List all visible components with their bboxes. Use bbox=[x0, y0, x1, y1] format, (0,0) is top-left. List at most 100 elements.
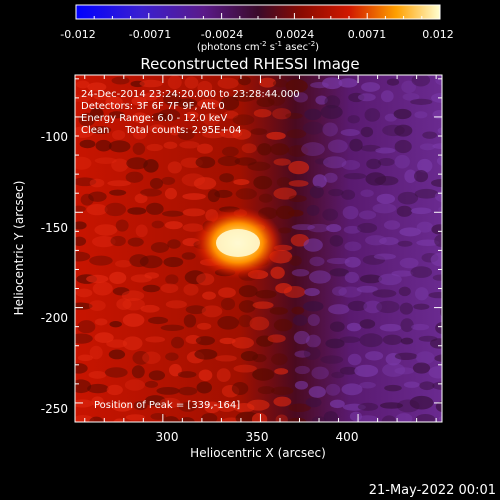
image-texture bbox=[150, 242, 169, 253]
image-texture bbox=[356, 415, 380, 422]
image-texture bbox=[95, 139, 112, 152]
y-axis-label: Heliocentric Y (arcsec) bbox=[12, 181, 26, 316]
image-texture bbox=[347, 115, 360, 124]
image-texture bbox=[275, 205, 295, 220]
image-texture bbox=[139, 255, 163, 269]
image-texture bbox=[232, 91, 257, 102]
image-texture bbox=[373, 253, 396, 260]
image-texture bbox=[404, 169, 417, 183]
image-texture bbox=[253, 175, 273, 190]
image-texture bbox=[184, 76, 199, 89]
image-texture bbox=[322, 77, 343, 90]
image-texture bbox=[325, 383, 341, 396]
image-texture bbox=[293, 92, 308, 103]
image-texture bbox=[338, 286, 362, 298]
image-texture bbox=[89, 178, 105, 188]
image-texture bbox=[358, 210, 377, 220]
image-texture bbox=[272, 79, 289, 88]
image-texture bbox=[294, 380, 309, 390]
image-texture bbox=[232, 114, 255, 126]
image-texture bbox=[291, 268, 310, 277]
image-texture bbox=[113, 418, 126, 422]
image-texture bbox=[357, 222, 378, 233]
image-texture bbox=[342, 403, 366, 411]
image-texture bbox=[416, 239, 440, 247]
image-texture bbox=[75, 236, 87, 246]
image-texture bbox=[357, 93, 376, 102]
colorbar-tick-label: -0.0024 bbox=[201, 28, 243, 41]
image-texture bbox=[132, 142, 146, 155]
image-texture bbox=[410, 266, 433, 278]
image-texture bbox=[294, 350, 311, 358]
image-texture bbox=[255, 289, 277, 299]
image-texture bbox=[88, 191, 107, 202]
image-texture bbox=[428, 291, 442, 299]
image-texture bbox=[308, 386, 326, 398]
image-texture bbox=[397, 240, 413, 247]
image-texture bbox=[271, 353, 288, 366]
image-texture bbox=[92, 281, 113, 296]
image-texture bbox=[429, 338, 442, 349]
image-texture bbox=[143, 159, 159, 173]
image-texture bbox=[204, 401, 221, 414]
image-texture bbox=[202, 291, 216, 300]
image-texture bbox=[231, 381, 249, 395]
image-texture bbox=[307, 223, 330, 233]
image-texture bbox=[112, 401, 133, 412]
image-texture bbox=[343, 172, 367, 180]
image-texture bbox=[167, 239, 181, 249]
image-texture bbox=[289, 255, 302, 266]
y-tick-label: -250 bbox=[41, 402, 68, 416]
image-texture bbox=[121, 290, 145, 301]
image-texture bbox=[386, 78, 400, 86]
image-texture bbox=[165, 300, 187, 309]
image-texture bbox=[160, 283, 179, 294]
image-texture bbox=[162, 210, 184, 217]
image-texture bbox=[435, 400, 442, 413]
image-texture bbox=[104, 367, 128, 378]
image-texture bbox=[162, 416, 180, 422]
image-texture bbox=[322, 208, 339, 221]
image-texture bbox=[393, 108, 412, 120]
image-texture bbox=[178, 402, 197, 412]
image-texture bbox=[124, 379, 145, 391]
image-texture bbox=[197, 99, 220, 109]
image-texture bbox=[185, 111, 199, 119]
image-texture bbox=[286, 129, 307, 139]
image-texture bbox=[415, 287, 429, 301]
image-texture bbox=[287, 417, 307, 422]
image-texture bbox=[365, 351, 384, 361]
image-texture bbox=[344, 241, 362, 252]
image-texture bbox=[221, 146, 239, 157]
image-texture bbox=[219, 337, 236, 345]
image-texture bbox=[146, 202, 164, 215]
image-texture bbox=[125, 414, 146, 421]
image-texture bbox=[288, 209, 304, 217]
image-texture bbox=[156, 386, 180, 395]
image-texture bbox=[250, 128, 268, 135]
image-texture bbox=[150, 413, 167, 420]
image-texture bbox=[177, 98, 198, 109]
image-texture bbox=[167, 75, 182, 90]
image-texture bbox=[77, 320, 96, 334]
image-texture bbox=[314, 158, 329, 165]
image-texture bbox=[434, 354, 442, 362]
image-texture bbox=[322, 122, 338, 137]
image-texture bbox=[419, 143, 436, 151]
image-texture bbox=[196, 273, 215, 286]
image-texture bbox=[125, 171, 144, 183]
image-texture bbox=[202, 112, 221, 126]
image-texture bbox=[267, 91, 286, 106]
image-texture bbox=[238, 76, 251, 86]
image-texture bbox=[182, 193, 206, 200]
image-texture bbox=[270, 386, 294, 396]
image-texture bbox=[139, 79, 163, 88]
info-line: Detectors: 3F 6F 7F 9F, Att 0 bbox=[81, 101, 225, 112]
image-texture bbox=[359, 274, 383, 284]
image-texture bbox=[303, 238, 323, 252]
image-texture bbox=[111, 129, 126, 140]
image-texture bbox=[164, 221, 183, 230]
image-texture bbox=[329, 235, 344, 247]
image-texture bbox=[198, 369, 213, 382]
